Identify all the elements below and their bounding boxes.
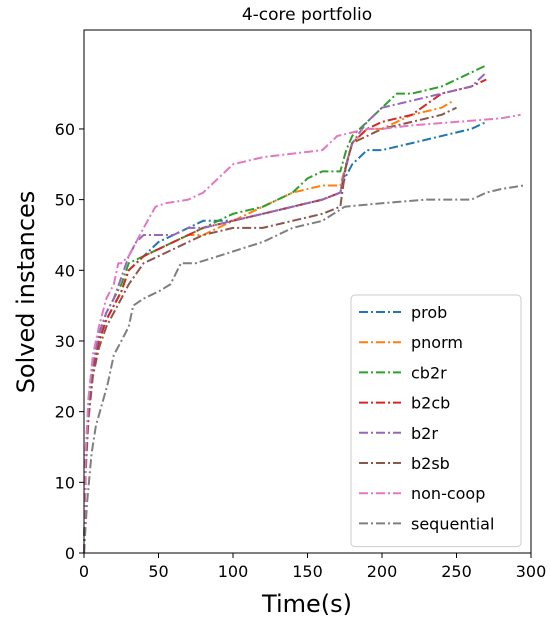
- legend-box: [350, 294, 522, 548]
- series-line-cb2r: [83, 64, 487, 554]
- series-line-b2r: [83, 71, 487, 554]
- axes: 0 50 100 150 200 250 300 0 10 20 30 40 50 60: [55, 29, 547, 581]
- x-tick-label: 0: [79, 562, 89, 581]
- plot-area: [83, 64, 524, 554]
- chart-title: 4-core portfolio: [242, 5, 372, 25]
- y-tick-label: 0: [65, 544, 75, 563]
- y-tick-label: 20: [55, 403, 75, 422]
- series-line-b2sb: [83, 106, 457, 554]
- x-tick-label: 300: [516, 562, 547, 581]
- x-tick-label: 250: [441, 562, 472, 581]
- x-tick-label: 150: [292, 562, 323, 581]
- y-tick-label: 10: [55, 473, 75, 492]
- x-tick-label: 200: [367, 562, 398, 581]
- legend-label-sequential: sequential: [411, 514, 494, 533]
- y-axis-label: Solved instances: [12, 191, 40, 394]
- legend-label-cb2r: cb2r: [411, 363, 447, 382]
- y-tick-label: 30: [55, 332, 75, 351]
- series-line-non-coop: [83, 113, 521, 554]
- legend-label-pnorm: pnorm: [411, 333, 463, 352]
- y-tick-label: 40: [55, 261, 75, 280]
- y-tick-label: 50: [55, 191, 75, 210]
- y-tick-label: 60: [55, 120, 75, 139]
- legend-label-b2cb: b2cb: [411, 394, 450, 413]
- x-tick-label: 50: [148, 562, 168, 581]
- legend-label-prob: prob: [411, 303, 447, 322]
- legend-label-b2sb: b2sb: [411, 454, 450, 473]
- legend-label-b2r: b2r: [411, 424, 438, 443]
- legend: prob pnorm cb2r b2cb b2r b2sb non-coop sequenti…: [350, 294, 522, 548]
- series-line-b2cb: [83, 78, 487, 554]
- legend-label-non-coop: non-coop: [411, 484, 485, 503]
- series-line-sequential: [83, 184, 524, 554]
- x-axis-label: Time(s): [261, 590, 352, 618]
- series-line-prob: [83, 120, 487, 554]
- x-tick-label: 100: [218, 562, 249, 581]
